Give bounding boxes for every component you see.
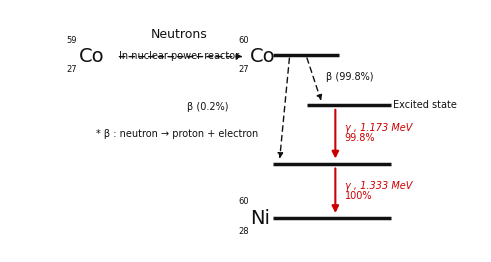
Text: * β : neutron → proton + electron: * β : neutron → proton + electron	[96, 129, 258, 139]
Text: γ , 1.173 MeV: γ , 1.173 MeV	[345, 123, 412, 133]
Text: Co: Co	[250, 47, 275, 66]
Text: β (99.8%): β (99.8%)	[326, 72, 373, 82]
Text: 27: 27	[238, 65, 248, 74]
Text: 99.8%: 99.8%	[345, 133, 375, 143]
Text: 27: 27	[67, 65, 78, 74]
Text: 59: 59	[67, 36, 78, 45]
Text: Ni: Ni	[250, 209, 270, 228]
Text: 60: 60	[238, 36, 248, 45]
Text: γ , 1.333 MeV: γ , 1.333 MeV	[345, 181, 412, 191]
Text: 28: 28	[238, 227, 248, 236]
Text: Co: Co	[79, 47, 104, 66]
Text: Excited state: Excited state	[393, 100, 457, 110]
Text: Neutrons: Neutrons	[151, 28, 208, 41]
Text: β (0.2%): β (0.2%)	[187, 102, 229, 112]
Text: 60: 60	[238, 197, 248, 206]
Text: In nuclear power reactor: In nuclear power reactor	[119, 51, 240, 61]
Text: 100%: 100%	[345, 191, 372, 201]
